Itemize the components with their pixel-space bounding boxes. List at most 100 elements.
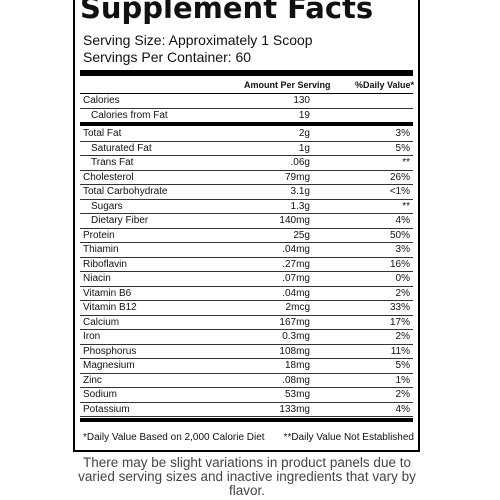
nutrient-row: Zinc .08mg 1%	[80, 374, 413, 388]
nutrient-name: Zinc	[83, 374, 102, 386]
nutrient-name: Protein	[83, 229, 115, 241]
amount: 1.3g	[290, 200, 310, 212]
amount: .06g	[290, 157, 310, 168]
daily-value: 5%	[395, 142, 410, 154]
daily-value: 1%	[395, 374, 410, 386]
nutrient-row: Sodium 53mg 2%	[80, 388, 413, 403]
nutrient-name: Thiamin	[83, 244, 119, 255]
daily-value: 3%	[395, 244, 410, 255]
nutrient-name: Calcium	[83, 316, 120, 328]
amount: .07mg	[282, 273, 310, 284]
daily-value: 5%	[395, 360, 410, 371]
nutrient-row: Calories 130	[80, 94, 413, 109]
facts-panel	[73, 0, 420, 452]
nutrient-row: Calcium 167mg 17%	[80, 316, 413, 330]
nutrient-name: Iron	[83, 331, 101, 342]
daily-value: 2%	[395, 389, 410, 400]
nutrient-row: Total Carbohydrate 3.1g <1%	[80, 185, 413, 200]
nutrient-name: Vitamin B6	[83, 287, 132, 299]
title: Supplement Facts	[80, 0, 374, 25]
amount: .08mg	[282, 374, 310, 386]
daily-value: 4%	[395, 215, 410, 226]
nutrient-row: Potassium 133mg 4%	[80, 403, 413, 417]
amount: 0.3mg	[282, 331, 310, 342]
amount: 130	[293, 95, 310, 106]
amount: 167mg	[279, 316, 310, 328]
amount: 1g	[298, 142, 310, 154]
thick-rule	[80, 418, 413, 422]
nutrient-name: Potassium	[83, 403, 130, 415]
nutrient-name: Dietary Fiber	[91, 215, 149, 226]
daily-value: <1%	[389, 186, 410, 197]
nutrient-name: Niacin	[83, 273, 111, 284]
daily-value: 17%	[389, 316, 410, 328]
amount: 79mg	[284, 171, 310, 183]
nutrient-name: Riboflavin	[83, 258, 127, 270]
nutrient-row: Vitamin B6 .04mg 2%	[80, 287, 413, 301]
nutrient-name: Trans Fat	[91, 157, 134, 168]
nutrient-row: Trans Fat .06g **	[80, 156, 413, 171]
nutrient-row: Thiamin .04mg 3%	[80, 243, 413, 258]
nutrient-name: Sugars	[91, 200, 123, 212]
nutrient-row: Sugars 1.3g **	[80, 200, 413, 214]
amount: .04mg	[282, 244, 310, 255]
rule	[80, 93, 413, 94]
footnote: *Daily Value Based on 2,000 Calorie Diet	[83, 432, 265, 443]
nutrient-row: Calories from Fat 19	[80, 109, 413, 123]
servings-per-container: Servings Per Container: 60	[83, 49, 252, 65]
daily-value: 3%	[395, 128, 410, 139]
daily-value: 50%	[389, 229, 410, 241]
column-header: Amount Per Serving	[244, 80, 331, 90]
amount: 19	[298, 109, 310, 121]
nutrient-row: Protein 25g 50%	[80, 229, 413, 243]
daily-value: 11%	[390, 345, 410, 357]
daily-value: **	[402, 200, 410, 212]
amount: 2g	[298, 128, 310, 139]
amount: .27mg	[282, 258, 310, 270]
nutrient-name: Total Fat	[83, 128, 122, 139]
nutrient-row: Iron 0.3mg 2%	[80, 330, 413, 345]
amount: .04mg	[282, 287, 310, 299]
amount: 25g	[293, 229, 310, 241]
amount: 2mcg	[285, 302, 310, 313]
nutrient-name: Total Carbohydrate	[83, 186, 168, 197]
nutrient-name: Magnesium	[83, 360, 135, 371]
daily-value: 2%	[395, 287, 410, 299]
serving-size: Serving Size: Approximately 1 Scoop	[83, 32, 313, 48]
disclaimer: There may be slight variations in produc…	[78, 455, 416, 498]
amount: 53mg	[284, 389, 310, 400]
amount: 3.1g	[290, 186, 310, 197]
nutrient-row: Cholesterol 79mg 26%	[80, 171, 413, 185]
amount: 140mg	[279, 215, 310, 226]
nutrient-row: Phosphorus 108mg 11%	[80, 345, 413, 359]
nutrient-row: Magnesium 18mg 5%	[80, 359, 413, 374]
nutrient-name: Phosphorus	[83, 345, 137, 357]
nutrient-row: Total Fat 2g 3%	[80, 127, 413, 142]
amount: 133mg	[279, 403, 310, 415]
daily-value: 4%	[395, 403, 410, 415]
column-header: %Daily Value*	[354, 80, 414, 90]
daily-value: 33%	[389, 302, 410, 313]
nutrient-name: Saturated Fat	[91, 142, 152, 154]
nutrient-name: Sodium	[83, 389, 117, 400]
nutrient-name: Calories	[83, 95, 120, 106]
nutrient-row: Dietary Fiber 140mg 4%	[80, 214, 413, 229]
daily-value: 0%	[395, 273, 410, 284]
nutrient-name: Calories from Fat	[91, 109, 168, 121]
thick-rule	[80, 122, 413, 126]
daily-value: 2%	[395, 331, 410, 342]
amount: 108mg	[279, 345, 310, 357]
daily-value: 26%	[389, 171, 410, 183]
nutrient-row: Vitamin B12 2mcg 33%	[80, 301, 413, 316]
nutrient-name: Cholesterol	[83, 171, 134, 183]
footnote: **Daily Value Not Established	[283, 432, 414, 443]
nutrient-row: Riboflavin .27mg 16%	[80, 258, 413, 272]
nutrient-name: Vitamin B12	[83, 302, 137, 313]
amount: 18mg	[284, 360, 310, 371]
daily-value: 16%	[389, 258, 410, 270]
nutrient-row: Niacin .07mg 0%	[80, 272, 413, 287]
nutrient-row: Saturated Fat 1g 5%	[80, 142, 413, 156]
thick-rule	[80, 70, 413, 76]
daily-value: **	[402, 157, 410, 168]
